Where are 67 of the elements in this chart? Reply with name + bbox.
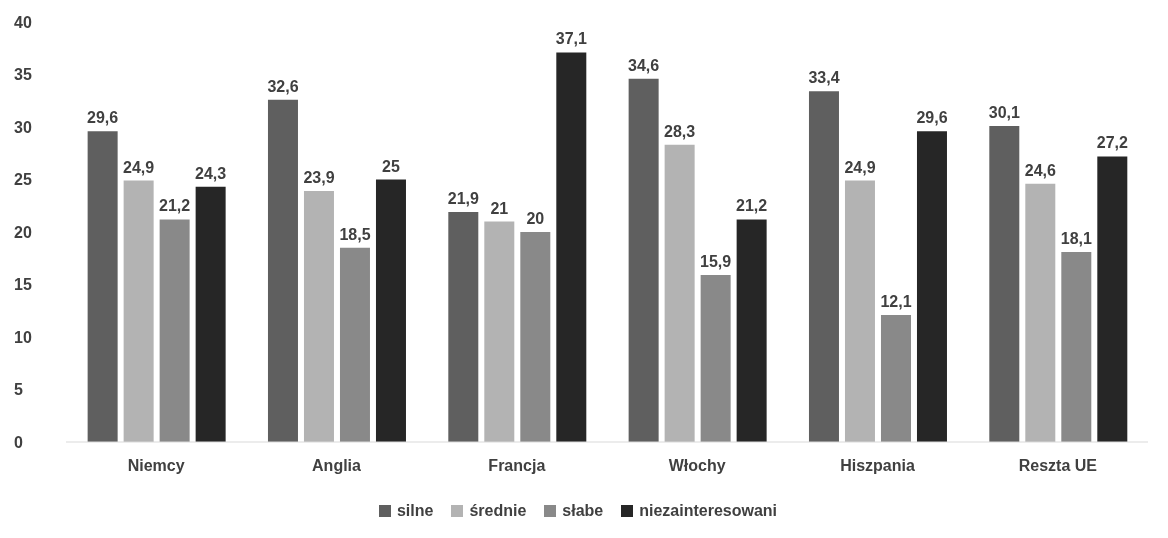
x-tick-label: Francja bbox=[488, 457, 546, 475]
bar bbox=[375, 179, 406, 442]
data-label: 29,6 bbox=[87, 109, 119, 127]
y-tick-label: 35 bbox=[14, 66, 32, 84]
data-label: 30,1 bbox=[988, 103, 1020, 121]
data-label: 20 bbox=[526, 210, 545, 227]
x-tick-label: Niemcy bbox=[127, 457, 185, 475]
legend-label: średnie bbox=[469, 502, 527, 520]
data-label: 29,6 bbox=[916, 109, 948, 127]
bar bbox=[520, 232, 551, 442]
legend-label: silne bbox=[396, 502, 434, 520]
data-label: 28,3 bbox=[664, 122, 696, 140]
data-label: 18,1 bbox=[1060, 229, 1092, 247]
x-tick-label: Włochy bbox=[668, 457, 726, 475]
data-label: 21,2 bbox=[736, 197, 768, 215]
bar bbox=[880, 314, 911, 442]
bar bbox=[159, 219, 190, 442]
bar bbox=[339, 247, 370, 442]
legend-label: niezainteresowani bbox=[639, 502, 778, 520]
bar bbox=[628, 78, 659, 442]
bar bbox=[556, 52, 587, 442]
y-tick-label: 10 bbox=[14, 328, 32, 346]
bar bbox=[1025, 183, 1056, 442]
y-tick-label: 15 bbox=[14, 276, 32, 294]
data-label: 12,1 bbox=[880, 292, 912, 310]
data-label: 37,1 bbox=[555, 30, 587, 48]
bar bbox=[989, 125, 1020, 442]
data-label: 32,6 bbox=[267, 77, 299, 95]
x-tick-label: Reszta UE bbox=[1018, 457, 1098, 475]
y-tick-label: 25 bbox=[14, 171, 32, 189]
bar bbox=[808, 91, 839, 442]
data-label: 27,2 bbox=[1096, 134, 1128, 152]
bar bbox=[484, 221, 515, 442]
bar bbox=[123, 180, 154, 442]
y-tick-label: 5 bbox=[14, 381, 23, 399]
bar bbox=[664, 144, 695, 442]
bar bbox=[844, 180, 875, 442]
data-label: 24,9 bbox=[123, 158, 155, 176]
data-label: 24,3 bbox=[195, 164, 227, 182]
bar bbox=[448, 212, 479, 442]
data-label: 24,6 bbox=[1024, 161, 1056, 179]
bar bbox=[1061, 251, 1092, 442]
data-label: 34,6 bbox=[628, 56, 660, 74]
data-label: 18,5 bbox=[339, 225, 371, 243]
y-tick-label: 20 bbox=[14, 223, 32, 241]
legend-label: słabe bbox=[562, 502, 604, 520]
y-tick-label: 0 bbox=[14, 433, 23, 451]
x-tick-label: Hiszpania bbox=[840, 457, 915, 475]
data-label: 24,9 bbox=[844, 158, 876, 176]
bar bbox=[1097, 156, 1128, 442]
bar bbox=[736, 219, 767, 442]
data-label: 23,9 bbox=[303, 169, 335, 187]
x-tick-label: Anglia bbox=[312, 457, 362, 475]
bar bbox=[195, 186, 226, 442]
data-label: 15,9 bbox=[700, 253, 732, 271]
bar bbox=[700, 275, 731, 442]
bar bbox=[916, 131, 947, 442]
data-label: 25 bbox=[382, 157, 400, 175]
data-label: 21 bbox=[490, 199, 509, 217]
data-label: 21,9 bbox=[447, 190, 479, 208]
bar bbox=[303, 191, 334, 442]
y-tick-label: 40 bbox=[14, 13, 32, 31]
bar bbox=[87, 131, 118, 442]
bar bbox=[267, 99, 298, 442]
data-label: 21,2 bbox=[159, 197, 191, 215]
data-label: 33,4 bbox=[808, 69, 840, 87]
y-tick-label: 30 bbox=[14, 118, 32, 136]
